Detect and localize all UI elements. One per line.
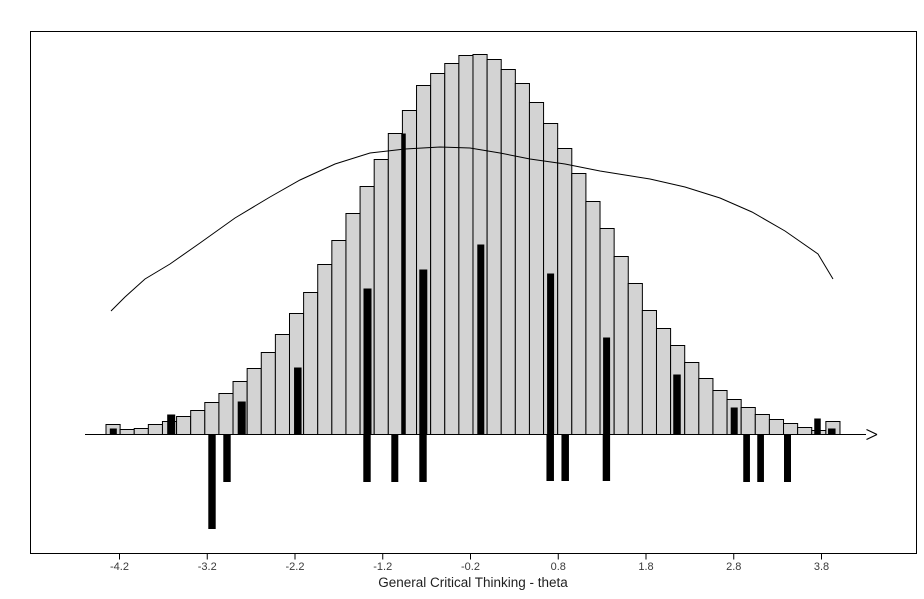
item-bar-above [730, 407, 738, 435]
item-bar-below [743, 435, 750, 482]
info-curve [110, 146, 834, 312]
histogram-bar [500, 69, 516, 435]
histogram-bar [444, 63, 460, 435]
x-axis-tick-label: 0.8 [551, 561, 566, 573]
histogram-bar [698, 378, 714, 435]
x-axis-tick-label: 1.8 [638, 561, 653, 573]
item-bar-below [602, 435, 611, 481]
histogram-bar [387, 133, 403, 435]
item-bar-below [546, 435, 554, 481]
item-bar-below [784, 435, 791, 482]
x-axis-title: General Critical Thinking - theta [378, 575, 568, 590]
item-bar-above [814, 418, 821, 435]
histogram-bar [655, 328, 672, 435]
histogram-bar [613, 256, 629, 435]
item-bar-above [547, 273, 555, 435]
histogram-bar [571, 173, 587, 435]
histogram-bar [331, 240, 347, 435]
item-bar-above [363, 288, 372, 435]
histogram-bar [345, 213, 361, 435]
item-bar-below [561, 435, 569, 481]
histogram-bar [176, 416, 192, 435]
item-bar-above [828, 428, 836, 435]
item-bar-above [419, 269, 428, 435]
histogram-bar [641, 310, 657, 435]
x-axis-tick-label: -3.2 [198, 561, 217, 573]
item-bar-below [419, 435, 427, 482]
axis-arrow-icon [866, 428, 878, 441]
histogram-bar [557, 148, 573, 435]
item-bar-above [477, 244, 485, 435]
item-bar-above [237, 401, 246, 435]
x-axis-tick-label: -0.2 [461, 561, 480, 573]
item-bar-above [673, 374, 681, 435]
histogram-bar [204, 402, 220, 435]
item-bars-layer [109, 133, 836, 529]
histogram-bar [133, 428, 149, 435]
x-axis-tick-label: -2.2 [286, 561, 305, 573]
histogram-bar [684, 362, 700, 435]
x-axis-tick-label: -1.2 [373, 561, 392, 573]
x-axis-tick-label: -4.2 [110, 561, 129, 573]
item-bar-below [208, 435, 216, 529]
histogram-bar [627, 283, 643, 435]
histogram-bar [486, 59, 502, 435]
histogram-bar [274, 334, 290, 435]
item-bar-above [294, 367, 302, 435]
histogram-bar [458, 55, 474, 435]
histogram-bar [528, 102, 545, 435]
histogram-bar [514, 83, 530, 435]
histogram-bar [585, 201, 601, 435]
x-axis-tick-label: 2.8 [726, 561, 741, 573]
histogram-bar [246, 368, 262, 435]
information-curve-layer [110, 146, 834, 312]
x-axis-tick-label: 3.8 [814, 561, 829, 573]
histogram-bar [190, 410, 206, 435]
histogram-bar [303, 292, 319, 435]
histogram-bar [797, 427, 813, 435]
histogram-bar [317, 264, 333, 435]
histogram-bar [754, 414, 770, 435]
histogram-bar [768, 419, 785, 435]
histogram-bar [430, 73, 446, 435]
ticks-layer: -4.2 -3.2 -2.2 -1.2 -0.2 0.8 1.8 2.8 3.8 [110, 553, 829, 573]
item-bar-below [363, 435, 371, 482]
histogram-bar [712, 390, 728, 435]
histogram-bar [218, 393, 234, 435]
histogram-bar [119, 429, 135, 435]
item-bar-above [603, 337, 611, 435]
histogram-bar [147, 424, 163, 435]
item-bar-above [167, 414, 176, 435]
histogram-bar [783, 423, 799, 435]
item-bar-above [109, 428, 117, 435]
histogram-bar [260, 352, 276, 435]
item-bar-below [223, 435, 231, 482]
item-bar-above [401, 133, 406, 435]
histogram-bar [740, 407, 756, 435]
item-bar-below [391, 435, 399, 482]
histogram-bar [373, 159, 389, 435]
item-bar-below [757, 435, 764, 482]
